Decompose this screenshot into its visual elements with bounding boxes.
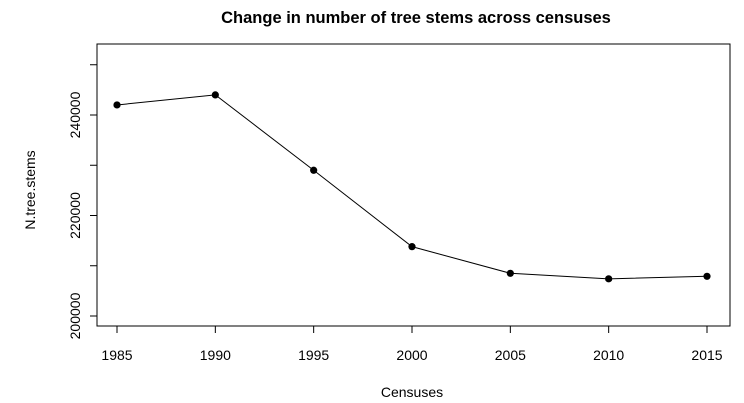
x-axis: 1985 1990 1995 2000 2005 2010 2015 — [101, 325, 723, 363]
y-tick-label: 220000 — [67, 192, 83, 239]
plot-frame — [96, 43, 731, 327]
series-line — [116, 94, 708, 280]
x-tick-label: 1995 — [298, 347, 329, 363]
y-tick-label: 240000 — [67, 91, 83, 138]
data-point — [605, 275, 613, 283]
x-tick-label: 2010 — [593, 347, 624, 363]
data-point — [211, 91, 219, 99]
data-point — [310, 166, 318, 174]
data-point — [506, 269, 514, 277]
data-point — [703, 272, 711, 280]
series-n-tree-stems — [113, 91, 711, 283]
chart-title: Change in number of tree stems across ce… — [221, 9, 611, 27]
y-tick-label: 200000 — [67, 292, 83, 339]
x-axis-label: Censuses — [381, 384, 443, 400]
data-point — [408, 243, 416, 251]
data-point — [113, 101, 121, 109]
x-tick-label: 2000 — [396, 347, 427, 363]
x-tick-label: 2015 — [691, 347, 722, 363]
x-tick-label: 1990 — [200, 347, 231, 363]
y-axis: 200000 220000 240000 — [67, 64, 98, 339]
x-tick-label: 1985 — [101, 347, 132, 363]
y-axis-label: N.tree.stems — [22, 150, 38, 229]
x-tick-label: 2005 — [495, 347, 526, 363]
